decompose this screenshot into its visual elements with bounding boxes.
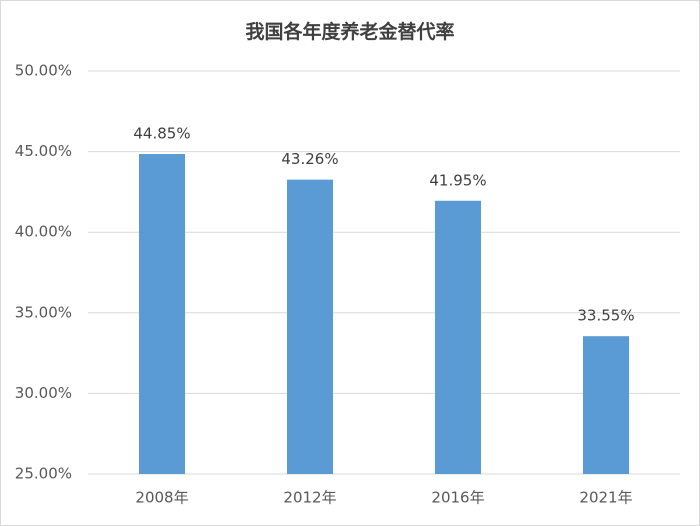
- y-tick-label: 35.00%: [15, 303, 72, 321]
- y-tick-label: 50.00%: [15, 62, 72, 80]
- data-label: 33.55%: [577, 307, 634, 325]
- x-tick-label: 2008年: [135, 489, 188, 507]
- data-label: 41.95%: [429, 171, 486, 189]
- x-tick-label: 2016年: [431, 489, 484, 507]
- y-tick-label: 30.00%: [15, 384, 72, 402]
- bar: [583, 336, 629, 474]
- x-tick-label: 2021年: [579, 489, 632, 507]
- data-label: 44.85%: [133, 125, 190, 143]
- chart-title: 我国各年度养老金替代率: [245, 20, 454, 43]
- bar: [435, 200, 481, 475]
- data-label: 43.26%: [281, 150, 338, 168]
- bar: [139, 154, 185, 474]
- bar: [287, 179, 333, 474]
- x-tick-label: 2012年: [283, 489, 336, 507]
- y-tick-label: 25.00%: [15, 465, 72, 483]
- y-tick-label: 45.00%: [15, 142, 72, 160]
- y-tick-label: 40.00%: [15, 223, 72, 241]
